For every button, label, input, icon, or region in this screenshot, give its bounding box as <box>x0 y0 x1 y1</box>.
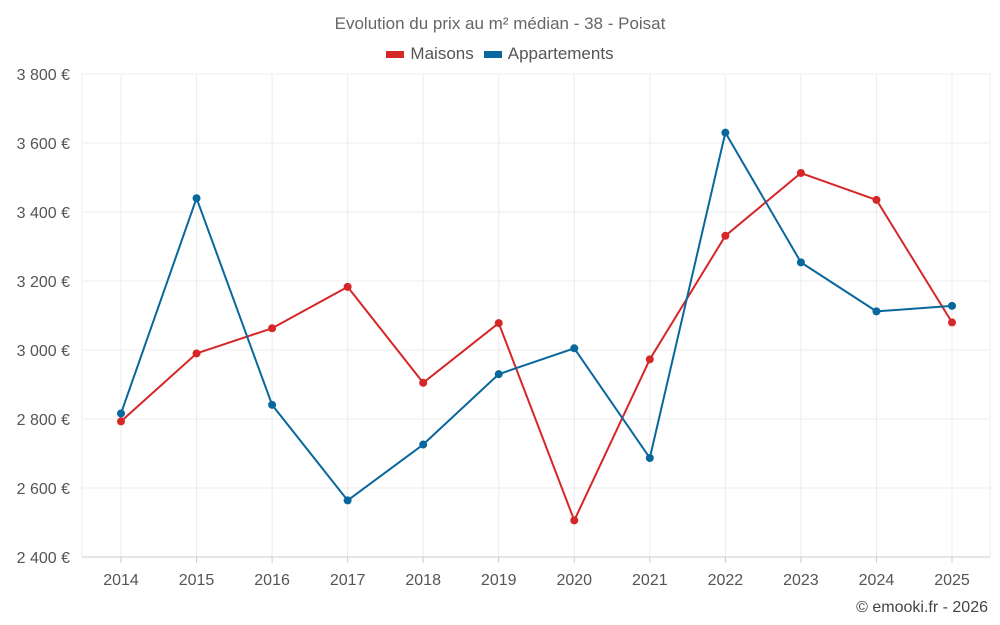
data-point-appartements[interactable] <box>117 409 125 418</box>
data-point-maisons[interactable] <box>494 319 503 328</box>
data-point-appartements[interactable] <box>872 307 881 316</box>
data-point-maisons[interactable] <box>948 318 956 327</box>
x-tick-label: 2020 <box>556 572 592 589</box>
y-tick-label: 3 200 € <box>17 274 70 291</box>
chart-title: Evolution du prix au m² médian - 38 - Po… <box>334 14 666 33</box>
data-point-appartements[interactable] <box>645 453 654 462</box>
y-tick-label: 2 800 € <box>17 412 70 429</box>
data-point-maisons[interactable] <box>570 516 579 525</box>
series-line-appartements <box>120 131 953 502</box>
x-tick-label: 2016 <box>254 572 290 589</box>
y-tick-label: 2 600 € <box>17 481 70 498</box>
data-point-appartements[interactable] <box>192 194 201 203</box>
copyright-footer: © emooki.fr - 2026 <box>856 599 988 616</box>
x-tick-label: 2018 <box>405 572 441 589</box>
data-point-maisons[interactable] <box>192 349 201 358</box>
legend-label-appartements: Appartements <box>507 44 614 63</box>
data-point-maisons[interactable] <box>721 231 730 240</box>
data-point-appartements[interactable] <box>796 258 805 267</box>
data-point-maisons[interactable] <box>117 417 125 426</box>
data-point-appartements[interactable] <box>268 400 277 409</box>
legend-swatch-maisons <box>386 50 405 58</box>
x-tick-label: 2014 <box>103 572 139 589</box>
x-tick-label: 2021 <box>632 572 668 589</box>
x-tick-label: 2017 <box>330 572 366 589</box>
legend-label-maisons: Maisons <box>410 44 474 63</box>
data-point-appartements[interactable] <box>721 128 730 137</box>
x-tick-label: 2025 <box>934 572 970 589</box>
data-point-appartements[interactable] <box>948 301 956 310</box>
data-point-maisons[interactable] <box>872 195 881 204</box>
y-tick-label: 3 400 € <box>17 205 70 222</box>
y-tick-label: 3 800 € <box>17 67 70 84</box>
data-point-appartements[interactable] <box>343 496 352 505</box>
data-point-appartements[interactable] <box>494 370 503 379</box>
legend-item-maisons[interactable]: Maisons <box>386 44 474 64</box>
x-tick-label: 2015 <box>179 572 215 589</box>
data-point-maisons[interactable] <box>796 169 805 178</box>
series-line-maisons <box>120 172 953 522</box>
x-tick-label: 2019 <box>481 572 517 589</box>
legend: Maisons Appartements <box>0 44 1000 64</box>
x-tick-label: 2024 <box>859 572 895 589</box>
x-tick-label: 2023 <box>783 572 819 589</box>
x-tick-label: 2022 <box>708 572 744 589</box>
data-point-appartements[interactable] <box>570 344 579 353</box>
data-point-maisons[interactable] <box>268 324 277 333</box>
data-point-maisons[interactable] <box>645 355 654 364</box>
y-tick-label: 2 400 € <box>17 550 70 567</box>
y-tick-label: 3 000 € <box>17 343 70 360</box>
y-tick-label: 3 600 € <box>17 136 70 153</box>
data-point-maisons[interactable] <box>419 378 428 387</box>
data-point-maisons[interactable] <box>343 282 352 291</box>
data-point-appartements[interactable] <box>419 440 428 449</box>
legend-swatch-appartements <box>483 50 502 58</box>
legend-item-appartements[interactable]: Appartements <box>483 44 614 64</box>
